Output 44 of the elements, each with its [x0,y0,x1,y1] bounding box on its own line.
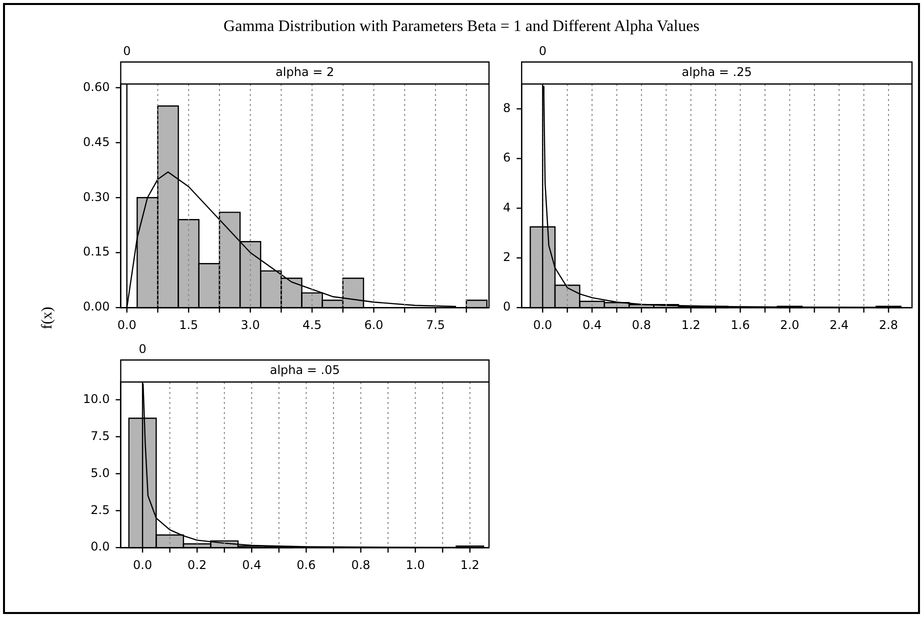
x-tick-label: 2.4 [830,318,849,332]
y-tick-label: 8 [502,100,511,115]
x-tick-label: 2.0 [780,318,800,332]
y-tick-label: 10.0 [83,392,110,406]
x-tick-label: 3.0 [240,318,260,332]
chart-subtitle: alpha = 2 [276,65,334,80]
x-tick-label: 0.2 [188,558,207,572]
y-tick-label: 6 [502,150,511,165]
x-tick-label: 1.6 [730,318,750,332]
ref-line-label: 0 [538,44,546,58]
x-tick-label: 0.0 [533,318,552,332]
chart-subtitle: alpha = .25 [682,65,752,80]
x-tick-label: 0.4 [242,558,262,572]
y-tick-label: 2 [502,250,511,264]
x-tick-label: 1.2 [681,318,700,332]
y-tick-label: 0.15 [83,244,110,259]
y-tick-label: 5.0 [90,466,110,480]
ref-line-label: 0 [123,44,131,58]
x-tick-label: 0.8 [351,558,370,572]
x-tick-label: 0.8 [632,318,652,332]
chart-subtitle: alpha = .05 [270,363,340,378]
y-axis-title: f(x) [40,306,56,330]
y-tick-label: 0 [502,300,511,314]
x-tick-label: 6.0 [364,318,384,332]
y-tick-label: 0.45 [83,134,110,149]
y-tick-label: 0.60 [83,80,110,94]
y-tick-label: 0.00 [83,300,110,314]
x-tick-label: 1.0 [406,558,425,572]
x-tick-label: 1.2 [460,558,480,572]
y-tick-label: 0.0 [90,540,110,554]
x-tick-label: 0.6 [296,558,316,572]
y-tick-label: 2.5 [90,502,110,517]
x-tick-label: 2.8 [878,318,898,332]
x-tick-label: 4.5 [302,318,322,332]
x-tick-label: 0.0 [117,318,136,332]
y-tick-label: 7.5 [90,428,110,443]
y-tick-label: 4 [502,200,511,214]
x-tick-label: 0.0 [132,558,152,572]
x-tick-label: 1.5 [179,318,198,332]
x-tick-label: 0.4 [582,318,602,332]
y-tick-label: 0.30 [83,190,110,204]
x-tick-label: 7.5 [426,318,446,332]
chart-title: Gamma Distribution with Parameters Beta = 1 and Different Alpha Values [222,18,700,36]
ref-line-label: 0 [138,342,146,356]
